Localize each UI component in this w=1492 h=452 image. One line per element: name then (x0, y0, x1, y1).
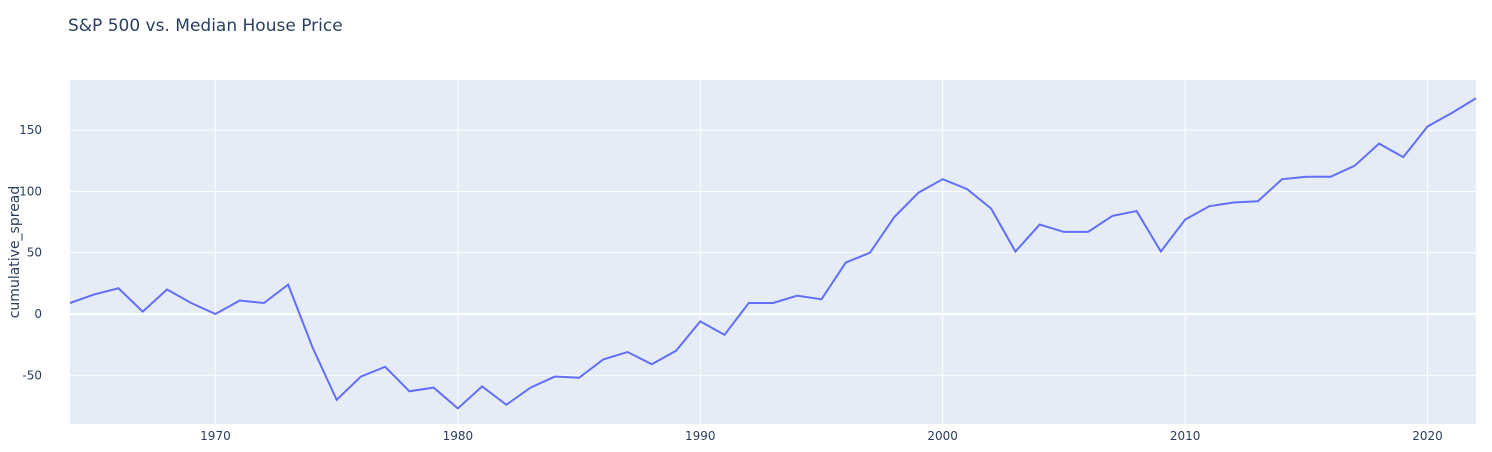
y-tick-label: 100 (19, 184, 42, 198)
x-tick-label: 2000 (927, 429, 958, 443)
x-tick-label: 2010 (1170, 429, 1201, 443)
y-axis-title: cumulative_spread (7, 186, 23, 319)
x-tick-label: 1970 (200, 429, 231, 443)
x-tick-label: 1990 (685, 429, 716, 443)
x-tick-label: 1980 (443, 429, 474, 443)
y-tick-label: -50 (22, 368, 42, 382)
chart-title: S&P 500 vs. Median House Price (68, 16, 343, 36)
x-tick-label: 2020 (1412, 429, 1443, 443)
y-tick-label: 150 (19, 123, 42, 137)
plot-area (70, 80, 1476, 424)
y-tick-label: 50 (27, 246, 42, 260)
line (69, 97, 1477, 410)
y-tick-label: 0 (34, 307, 42, 321)
